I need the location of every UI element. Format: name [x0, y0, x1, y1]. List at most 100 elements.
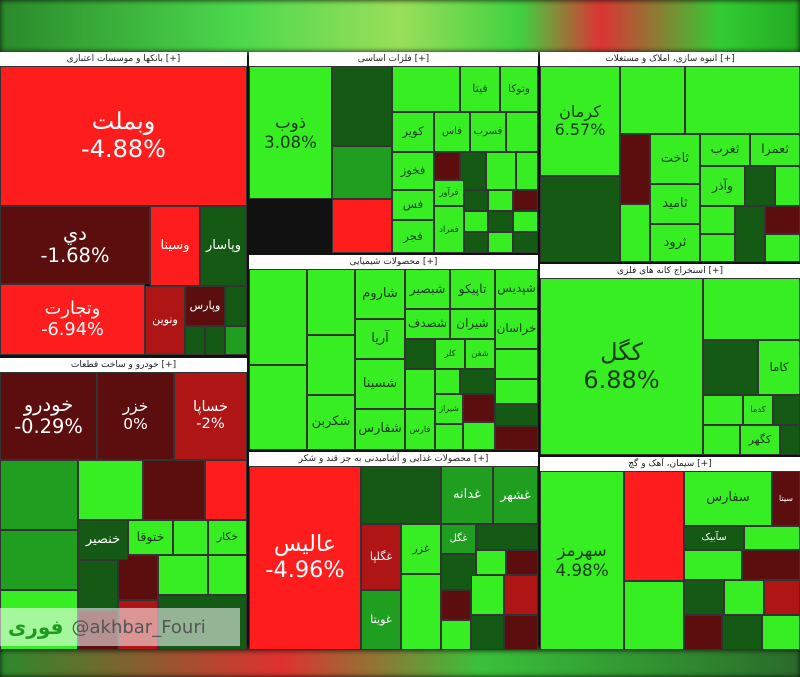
tile [332, 199, 392, 253]
stock-tile: وبملت -4.88% [0, 66, 247, 206]
stock-symbol: وسینا [160, 237, 190, 253]
stock-tile: کگهر [740, 425, 780, 455]
tile [775, 166, 800, 206]
stock-tile: غگل [441, 524, 476, 554]
stock-symbol: تاپیکو [458, 280, 487, 296]
tile [735, 206, 765, 262]
stock-symbol: خراسان [496, 321, 537, 336]
stock-tile: ثامید [650, 184, 700, 224]
tile [780, 425, 800, 455]
tile [488, 232, 513, 253]
tile [392, 66, 460, 112]
tile [486, 152, 516, 190]
tile [434, 152, 460, 180]
sector-title: استخراج کانه های فلزی [+] [540, 264, 800, 278]
stock-symbol: ثاخت [660, 150, 690, 166]
stock-symbol: غدانه [453, 486, 481, 502]
sector-title: فلزات اساسی [+] [249, 52, 538, 66]
stock-tile: وپارس [185, 286, 225, 326]
tile [405, 339, 435, 369]
sector-title: خودرو و ساخت قطعات [+] [0, 358, 247, 372]
blurred-header [0, 0, 800, 52]
stock-symbol: خکار [216, 530, 239, 544]
stock-tile: غشهر [493, 466, 538, 524]
tile [703, 425, 740, 455]
tile [624, 471, 684, 581]
stock-symbol: خودرو [23, 392, 74, 416]
stock-symbol: کلر [444, 348, 456, 359]
tile [143, 460, 205, 520]
stock-symbol: شاروم [362, 285, 398, 301]
tile [504, 575, 538, 615]
stock-symbol: فیتا [472, 81, 488, 95]
stock-symbol: ذوب [274, 113, 307, 133]
tile [685, 66, 800, 134]
stock-tile: فس [392, 190, 434, 220]
stock-change: -0.29% [14, 415, 83, 438]
stock-tile: سفارس [684, 471, 772, 526]
stock-tile: سهرمز 4.98% [540, 471, 624, 650]
stock-tile: وتجارت -6.94% [0, 284, 145, 355]
stock-tile: غدانه [441, 466, 493, 524]
tile [703, 340, 758, 395]
stock-change: 4.98% [555, 559, 609, 580]
stock-tile: فمراد [434, 206, 464, 253]
stock-symbol: ختوقا [136, 529, 165, 545]
stock-symbol: آریا [371, 330, 389, 346]
watermark-brand: فوری [8, 615, 64, 639]
stock-tile: خنصیر [78, 520, 128, 560]
watermark-handle: @akhbar_Fouri [71, 616, 206, 638]
tile [332, 146, 392, 199]
stock-tile: شبصیر [405, 269, 450, 309]
stock-symbol: کرمان [559, 101, 601, 121]
stock-tile: آریا [355, 319, 405, 359]
tile [441, 554, 476, 590]
stock-symbol: شفن [471, 348, 489, 359]
stock-tile: دي -1.68% [0, 206, 150, 284]
tile [185, 326, 205, 355]
stock-symbol: غگلپا [369, 549, 393, 563]
watermark: فوری @akhbar_Fouri [0, 608, 240, 646]
tile [495, 404, 538, 426]
stock-tile: شصدف [405, 309, 450, 339]
stock-tile: غزر [401, 524, 441, 574]
tile [471, 615, 504, 650]
tile [516, 152, 538, 190]
tile [765, 206, 800, 234]
stock-symbol: وآذر [711, 177, 734, 193]
stock-symbol: فجر [403, 228, 423, 243]
tile [742, 550, 800, 580]
stock-tile: کلر [435, 339, 465, 369]
stock-tile: کدما [743, 395, 773, 425]
stock-symbol: شپدیس [497, 281, 536, 296]
tile [307, 335, 355, 395]
tile [476, 550, 506, 575]
stock-symbol: ثرود [663, 234, 687, 250]
stock-symbol: عالیس [273, 531, 337, 558]
sector-title: سیمان، آهک و گچ [+] [540, 457, 800, 471]
stock-symbol: شیران [456, 316, 489, 331]
tile [401, 574, 441, 650]
stock-tile: شیران [450, 309, 495, 339]
stock-symbol: غشهر [500, 486, 531, 502]
tile [495, 426, 538, 450]
tile [764, 580, 800, 615]
stock-tile: خکار [208, 520, 247, 555]
stock-symbol: ثعمرا [761, 141, 789, 157]
stock-tile: ثاخت [650, 134, 700, 184]
stock-symbol: شیراز [439, 404, 459, 414]
tile [173, 520, 208, 555]
tile [506, 112, 538, 152]
sector-title: محصولات شیمیایی [+] [249, 255, 538, 269]
stock-change: 6.88% [583, 365, 660, 394]
stock-change: -4.96% [265, 557, 345, 583]
tile [361, 466, 441, 524]
tile [0, 460, 78, 530]
stock-tile: سآبیک [684, 526, 744, 550]
stock-tile: شسینا [355, 359, 405, 409]
tile [463, 422, 495, 450]
stock-symbol: سآبیک [701, 532, 727, 544]
tile [463, 394, 495, 422]
stock-tile: فسرب [470, 112, 506, 152]
stock-change: 0% [123, 415, 148, 433]
